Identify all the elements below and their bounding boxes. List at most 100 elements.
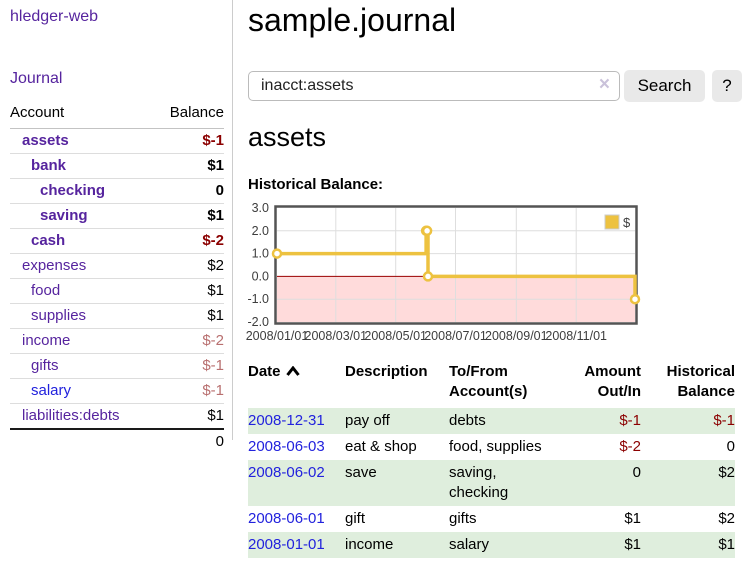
- register-amount-cell: $1: [624, 536, 641, 553]
- register-date-cell: 2008-06-01: [248, 506, 345, 532]
- svg-text:2008/05/01: 2008/05/01: [364, 329, 427, 343]
- register-amount-cell: 0: [632, 464, 641, 481]
- accounts-total-value: 0: [153, 428, 224, 454]
- help-button[interactable]: ?: [712, 70, 742, 102]
- account-link[interactable]: gifts: [31, 357, 59, 374]
- svg-text:3.0: 3.0: [252, 202, 269, 215]
- svg-text:2008/01/01: 2008/01/01: [246, 329, 309, 343]
- accounts-header-row: Account Balance: [10, 102, 224, 129]
- register-balance-cell: 0: [726, 438, 735, 455]
- svg-text:-2.0: -2.0: [247, 315, 269, 329]
- search-button[interactable]: Search: [624, 70, 705, 102]
- register-description-cell: income: [345, 536, 394, 553]
- svg-text:1.0: 1.0: [252, 247, 269, 261]
- register-header-date-label: Date: [248, 363, 281, 380]
- register-date-cell: 2008-06-02: [248, 460, 345, 506]
- svg-text:0.0: 0.0: [252, 269, 269, 283]
- register-balance-cell: $1: [718, 536, 735, 553]
- register-row: 2008-01-01 income salary $1 $1: [248, 532, 735, 558]
- page-title: sample.journal: [248, 2, 457, 38]
- search-input[interactable]: [248, 71, 620, 101]
- register-amount-cell: $-1: [619, 412, 641, 429]
- account-link[interactable]: liabilities:debts: [22, 407, 120, 424]
- register-accounts-cell: saving, checking: [449, 464, 509, 501]
- sidebar-item-journal[interactable]: Journal: [10, 70, 63, 87]
- register-description-cell: gift: [345, 510, 366, 527]
- account-link[interactable]: food: [31, 282, 61, 299]
- register-balance-cell: $-1: [713, 412, 735, 429]
- search-bar: × Search ?: [248, 69, 742, 103]
- transaction-date-link[interactable]: 2008-06-02: [248, 464, 325, 481]
- svg-text:2008/09/01: 2008/09/01: [485, 329, 548, 343]
- accounts-table: Account Balance assets $-1 bank $1 checking 0…: [10, 102, 224, 454]
- transaction-date-link[interactable]: 2008-01-01: [248, 536, 325, 553]
- register-accounts-cell: debts: [449, 412, 486, 429]
- account-row: checking 0: [10, 178, 224, 204]
- sort-ascending-icon: [285, 365, 300, 376]
- account-name-cell: gifts: [10, 353, 154, 379]
- transaction-date-link[interactable]: 2008-06-01: [248, 510, 325, 527]
- register-accounts-cell: food, supplies: [449, 438, 542, 455]
- account-balance: $-1: [153, 378, 224, 404]
- account-balance: $1: [153, 153, 224, 179]
- account-balance: $1: [153, 303, 224, 329]
- clear-search-icon[interactable]: ×: [598, 74, 610, 95]
- register-description-cell: save: [345, 464, 377, 481]
- main-content: sample.journal × Search ? assets Histori…: [246, 0, 742, 582]
- register-balance-cell: $2: [718, 510, 735, 527]
- accounts-header-balance: Balance: [153, 102, 224, 129]
- account-link[interactable]: assets: [22, 132, 69, 149]
- register-balance-cell: $2: [718, 464, 735, 481]
- account-balance: $1: [153, 203, 224, 229]
- register-header-row: Date Description To/From Account(s) Amou…: [248, 360, 735, 408]
- account-name-cell: cash: [10, 228, 154, 254]
- search-input-wrap: ×: [248, 71, 620, 101]
- account-balance: 0: [153, 178, 224, 204]
- account-name-cell: salary: [10, 378, 154, 404]
- account-name-cell: food: [10, 278, 154, 304]
- register-header-date[interactable]: Date: [248, 360, 345, 408]
- transaction-date-link[interactable]: 2008-12-31: [248, 412, 325, 429]
- svg-text:-1.0: -1.0: [247, 292, 269, 306]
- account-row: income $-2: [10, 328, 224, 354]
- account-link[interactable]: checking: [40, 182, 106, 199]
- register-date-cell: 2008-01-01: [248, 532, 345, 558]
- register-amount-cell: $1: [624, 510, 641, 527]
- account-name-cell: saving: [10, 203, 154, 229]
- accounts-total-row: 0: [10, 428, 224, 454]
- register-header-balance: Historical Balance: [666, 363, 735, 400]
- accounts-header-account: Account: [10, 102, 154, 129]
- account-link[interactable]: supplies: [31, 307, 87, 324]
- svg-text:2008/07/01: 2008/07/01: [424, 329, 487, 343]
- account-balance: $2: [153, 253, 224, 279]
- register-description-cell: eat & shop: [345, 438, 417, 455]
- account-row: assets $-1: [10, 128, 224, 154]
- account-name-cell: bank: [10, 153, 154, 179]
- svg-text:2008/11/01: 2008/11/01: [545, 329, 607, 343]
- account-row: salary $-1: [10, 378, 224, 404]
- account-link[interactable]: bank: [31, 157, 67, 174]
- account-link[interactable]: salary: [31, 382, 72, 399]
- account-name-cell: supplies: [10, 303, 154, 329]
- sidebar-divider: [232, 0, 233, 440]
- transaction-date-link[interactable]: 2008-06-03: [248, 438, 325, 455]
- svg-text:2.0: 2.0: [252, 224, 269, 238]
- account-balance: $-2: [153, 228, 224, 254]
- app-title-link[interactable]: hledger-web: [10, 8, 99, 25]
- account-link[interactable]: expenses: [22, 257, 87, 274]
- account-row: liabilities:debts $1: [10, 404, 224, 430]
- historical-balance-chart: 3.0 2.0 1.0 0.0 -1.0 -2.0 2008/01/01 2008/03/01…: [244, 201, 741, 344]
- account-name-cell: expenses: [10, 253, 154, 279]
- account-balance: $-1: [153, 353, 224, 379]
- register-date-cell: 2008-06-03: [248, 434, 345, 460]
- account-balance: $1: [207, 407, 224, 424]
- register-row: 2008-06-03 eat & shop food, supplies $-2 0: [248, 434, 735, 460]
- svg-text:$: $: [623, 215, 631, 230]
- account-row: gifts $-1: [10, 353, 224, 379]
- account-link[interactable]: cash: [31, 232, 66, 249]
- account-balance: $-1: [153, 128, 224, 154]
- account-link[interactable]: income: [22, 332, 71, 349]
- chart-title: Historical Balance:: [248, 176, 384, 193]
- account-link[interactable]: saving: [40, 207, 88, 224]
- account-heading: assets: [248, 122, 327, 152]
